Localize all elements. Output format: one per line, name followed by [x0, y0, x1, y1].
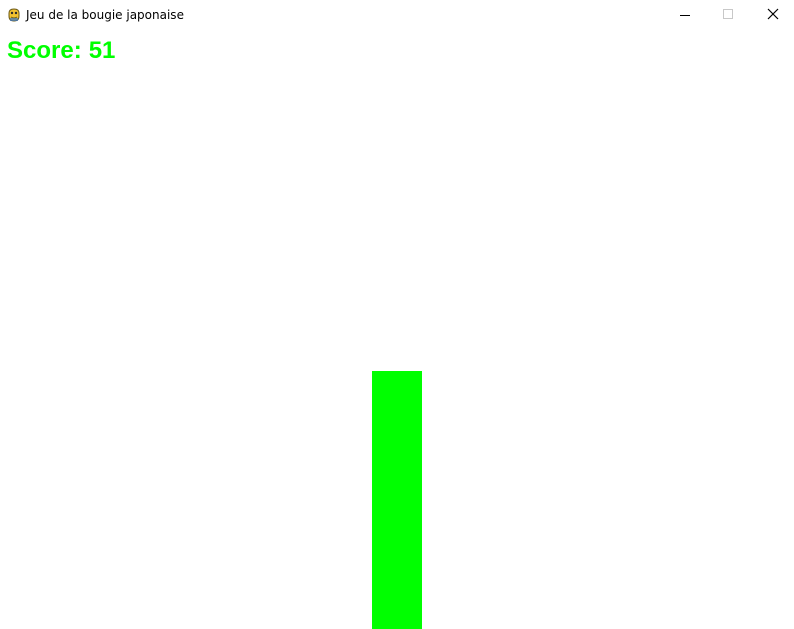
maximize-button[interactable]	[705, 0, 751, 30]
maximize-icon	[723, 9, 733, 19]
candle-bar	[372, 371, 422, 629]
game-canvas[interactable]: Score: 51	[0, 30, 794, 629]
window-title: Jeu de la bougie japonaise	[26, 8, 184, 22]
title-bar[interactable]: Jeu de la bougie japonaise	[0, 0, 794, 30]
close-button[interactable]	[750, 0, 794, 30]
score-value: 51	[88, 37, 116, 64]
minimize-button[interactable]	[662, 0, 708, 30]
score-label: Score:	[7, 37, 82, 64]
score-display: Score: 51	[7, 36, 115, 66]
pygame-snake-icon	[6, 7, 22, 23]
minimize-icon	[680, 15, 690, 16]
close-icon	[767, 8, 779, 20]
